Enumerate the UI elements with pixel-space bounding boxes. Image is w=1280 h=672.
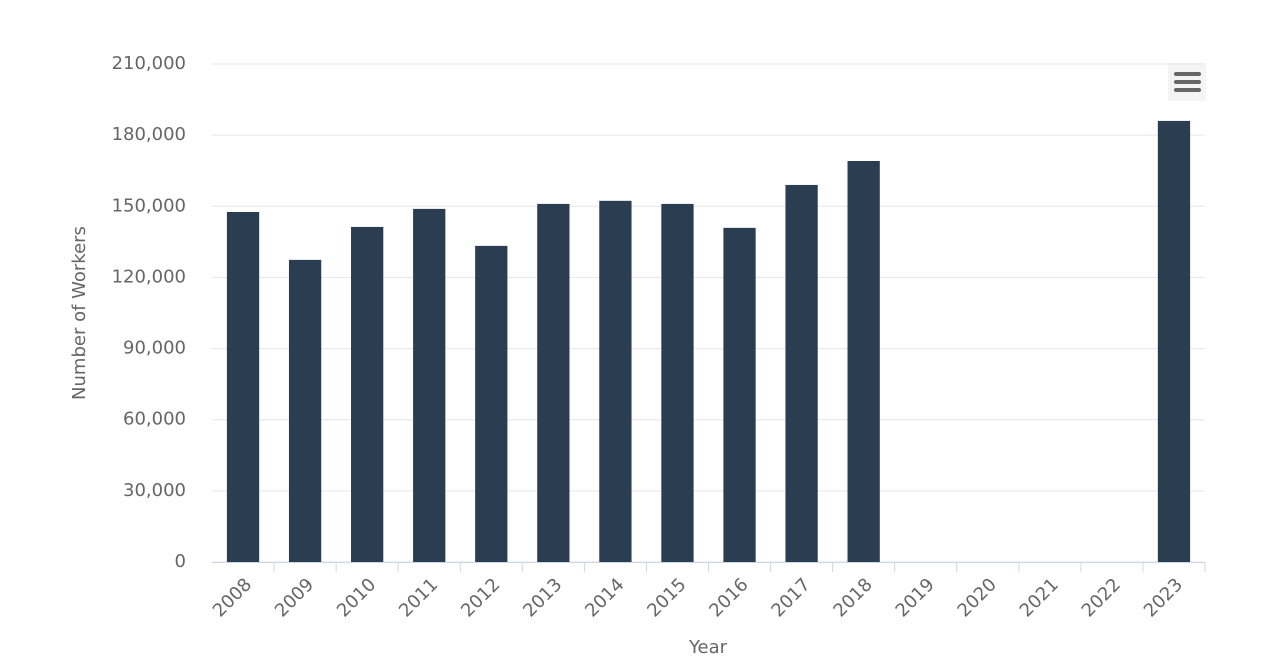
x-tick-label: 2010 xyxy=(333,574,380,621)
bar xyxy=(413,208,446,562)
x-tick-label: 2020 xyxy=(954,574,1001,621)
y-tick-label: 60,000 xyxy=(123,409,186,430)
bar xyxy=(1157,120,1191,563)
menu-button[interactable] xyxy=(1168,63,1206,101)
x-tick-label: 2008 xyxy=(209,574,256,621)
bar xyxy=(351,226,384,562)
y-tick-label: 30,000 xyxy=(123,480,186,501)
x-tick-label: 2022 xyxy=(1078,574,1125,621)
bar xyxy=(288,259,322,562)
y-tick-label: 0 xyxy=(175,551,186,572)
x-tick-label: 2009 xyxy=(271,574,318,621)
bar xyxy=(847,160,880,562)
x-axis-title: Year xyxy=(688,637,728,658)
bar xyxy=(475,245,508,563)
x-tick-label: 2021 xyxy=(1016,574,1063,621)
y-tick-label: 150,000 xyxy=(112,195,186,216)
x-tick-label: 2015 xyxy=(643,574,690,621)
x-tick-label: 2013 xyxy=(519,574,566,621)
bar xyxy=(785,184,818,562)
bar xyxy=(723,227,756,562)
x-tick-label: 2012 xyxy=(457,574,504,621)
x-tick-label: 2014 xyxy=(581,574,628,621)
y-tick-label: 180,000 xyxy=(112,124,186,145)
bar xyxy=(661,203,694,562)
x-tick-label: 2016 xyxy=(705,574,752,621)
bar xyxy=(537,203,570,562)
x-tick-label: 2019 xyxy=(892,574,939,621)
y-axis-title: Number of Workers xyxy=(69,226,90,400)
y-tick-label: 90,000 xyxy=(123,338,186,359)
x-tick-label: 2017 xyxy=(767,574,814,621)
bar xyxy=(599,200,632,562)
x-tick-label: 2018 xyxy=(829,574,876,621)
bar xyxy=(226,211,260,562)
x-tick-label: 2011 xyxy=(395,574,442,621)
y-tick-label: 120,000 xyxy=(112,266,186,287)
y-tick-label: 210,000 xyxy=(112,53,186,74)
x-tick-label: 2023 xyxy=(1140,574,1187,621)
